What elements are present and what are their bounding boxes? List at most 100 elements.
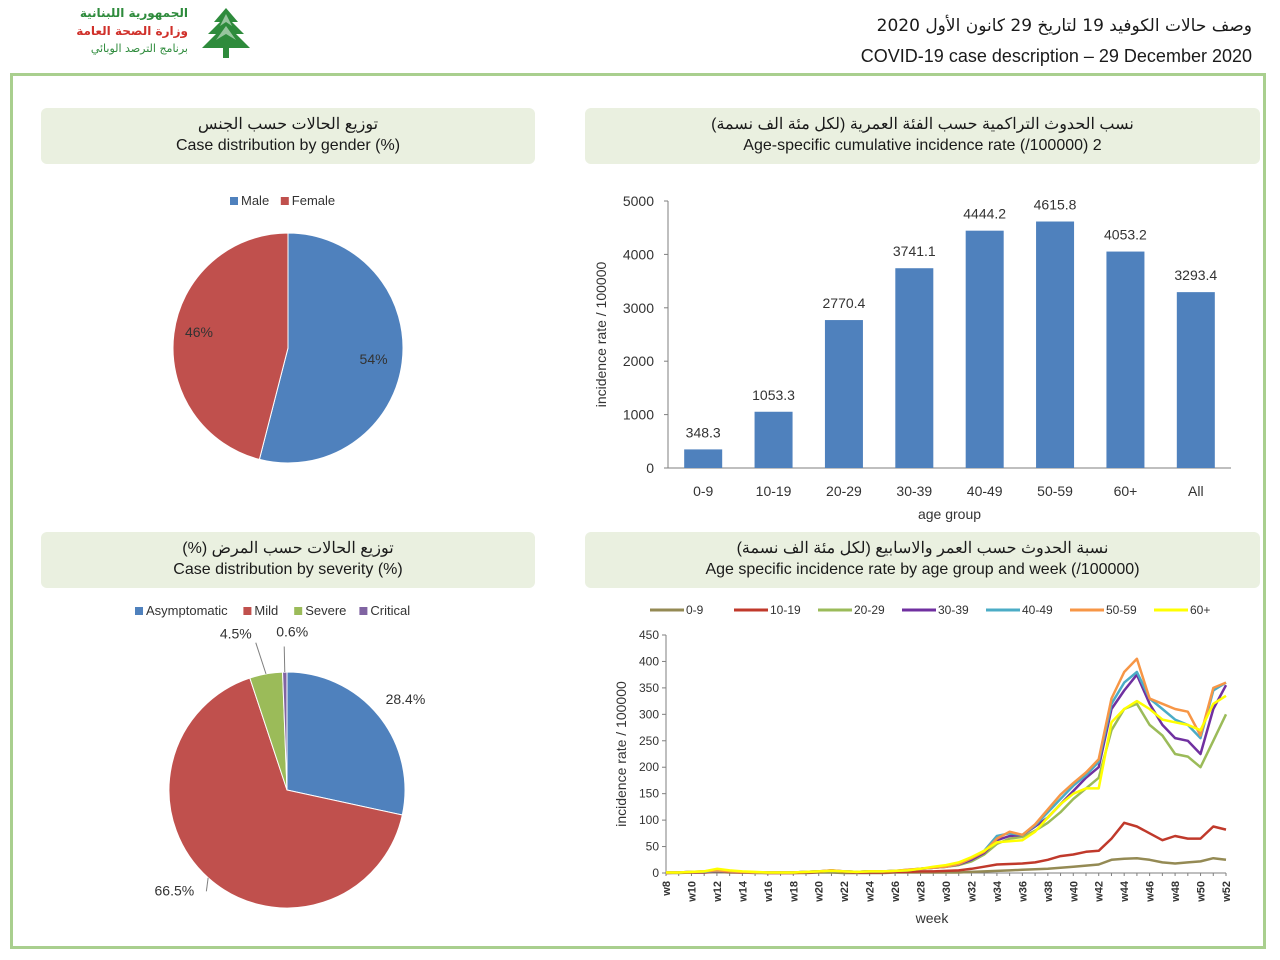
x-axis-title: age group <box>918 506 981 522</box>
y-tick-label: 0 <box>646 460 654 476</box>
y-tick-label: 50 <box>646 840 660 854</box>
x-tick-label: 30-39 <box>896 483 932 499</box>
x-tick-label: w50 <box>1196 881 1208 903</box>
pie-slice-mild <box>168 677 403 909</box>
x-tick-label: w32 <box>966 881 978 903</box>
legend-swatch-mild <box>243 607 252 615</box>
x-axis-title: week <box>915 910 950 926</box>
x-tick-label: w12 <box>712 881 724 903</box>
y-tick-label: 100 <box>639 813 659 827</box>
logo-line-program: برنامج الترصد الوبائي <box>90 42 188 55</box>
legend-label-asymptomatic: Asymptomatic <box>146 603 228 618</box>
y-tick-label: 5000 <box>623 193 654 209</box>
bar-value-label: 4444.2 <box>963 206 1006 222</box>
legend-label-female: Female <box>292 193 335 208</box>
pie-label-female: 46% <box>185 324 213 340</box>
legend-label-10-19: 10-19 <box>770 603 801 617</box>
pie-label-severe: 4.5% <box>220 626 252 642</box>
legend-swatch-critical <box>359 607 368 615</box>
severity-title-arabic: توزيع الحالات حسب المرض (%) <box>182 540 394 557</box>
pie-slice-asymptomatic <box>286 671 406 816</box>
line-plot-area: 0-9 10-19 20-29 30-39 40-49 50-59 60+ 0 50 100 150… <box>613 603 1233 926</box>
legend-swatch-male <box>230 197 238 205</box>
pie-slice-female <box>172 232 289 460</box>
x-tick-label: 50-59 <box>1037 483 1073 499</box>
y-tick-label: 350 <box>639 681 659 695</box>
pie-legend: Asymptomatic Mild Severe Critical <box>135 603 410 618</box>
x-tick-label: w14 <box>737 880 749 903</box>
y-tick-label: 150 <box>639 787 659 801</box>
logo-line-republic: الجمهورية اللبنانية <box>79 6 188 20</box>
pie-legend: Male Female <box>230 193 335 208</box>
x-tick-label: w10 <box>686 881 698 903</box>
x-tick-label: w34 <box>992 880 1004 903</box>
y-axis-title: incidence rate / 100000 <box>613 681 629 827</box>
x-tick-label: w16 <box>763 881 775 903</box>
legend-label-20-29: 20-29 <box>854 603 885 617</box>
y-tick-label: 250 <box>639 734 659 748</box>
series-line-20-29 <box>666 702 1228 874</box>
x-tick-label: w44 <box>1119 880 1131 903</box>
x-tick-label: w20 <box>814 881 826 903</box>
bar-all <box>1176 292 1215 468</box>
age-bar-chart: 0 1000 2000 3000 4000 5000 348.3 0-9 1053.3 10-19… <box>593 193 1231 522</box>
x-tick-label: w38 <box>1043 881 1055 903</box>
x-tick-label: w40 <box>1068 881 1080 903</box>
pie-label-male: 54% <box>360 351 388 367</box>
weekly-title-english: Age specific incidence rate by age group… <box>705 561 1140 578</box>
legend-label-60: 60+ <box>1190 603 1210 617</box>
age-rate-title-english: Age-specific cumulative incidence rate (… <box>743 137 1102 154</box>
y-tick-label: 4000 <box>623 246 654 262</box>
legend-swatch-female <box>280 197 289 205</box>
gender-title-english: Case distribution by gender (%) <box>175 137 401 154</box>
x-tick-label: w46 <box>1145 881 1157 903</box>
x-tick-label: w18 <box>788 881 800 903</box>
series-line-50-59 <box>666 657 1227 874</box>
severity-title-english: Case distribution by severity (%) <box>173 561 403 578</box>
bar-30-39 <box>895 268 934 468</box>
x-tick-label: w52 <box>1221 881 1233 903</box>
x-tick-label: 60+ <box>1114 483 1138 499</box>
bar-value-label: 3741.1 <box>893 243 936 259</box>
x-tick-label: w22 <box>839 881 851 903</box>
gender-pie-chart: Male Female 54% 46% <box>172 193 404 464</box>
x-tick-label: 40-49 <box>967 483 1003 499</box>
pie-leader-critical <box>283 646 286 673</box>
dashboard-frame <box>10 73 1266 949</box>
line-legend: 0-9 10-19 20-29 30-39 40-49 50-59 60+ <box>650 603 1210 617</box>
y-tick-label: 450 <box>639 628 659 642</box>
legend-label-50-59: 50-59 <box>1106 603 1137 617</box>
pie-label-mild: 66.5% <box>155 882 195 898</box>
y-tick-label: 0 <box>652 866 659 880</box>
legend-swatch-severe <box>294 607 303 615</box>
pie-label-critical: 0.6% <box>276 624 308 640</box>
report-title-english: COVID-19 case description – 29 December … <box>860 46 1252 66</box>
pie-leader-mild <box>205 877 209 892</box>
x-tick-label: 0-9 <box>693 483 713 499</box>
severity-panel-title: توزيع الحالات حسب المرض (%) Case distrib… <box>41 532 535 588</box>
y-tick-label: 300 <box>639 707 659 721</box>
bar-0-9 <box>684 449 723 468</box>
y-tick-label: 400 <box>639 654 659 668</box>
pie-leader-severe <box>255 642 267 675</box>
bar-20-29 <box>824 320 863 468</box>
legend-label-mild: Mild <box>254 603 278 618</box>
age-rate-panel-title: نسب الحدوث التراكمية حسب الفئة العمرية (… <box>585 108 1260 164</box>
bar-value-label: 3293.4 <box>1174 267 1217 283</box>
x-tick-label: w42 <box>1094 881 1106 903</box>
bar-value-label: 1053.3 <box>752 387 795 403</box>
y-axis-title: incidence rate / 100000 <box>593 262 609 408</box>
legend-label-40-49: 40-49 <box>1022 603 1053 617</box>
x-tick-label: 20-29 <box>826 483 862 499</box>
legend-label-severe: Severe <box>305 603 346 618</box>
weekly-title-arabic: نسبة الحدوث حسب العمر والاسابيع (لكل مئة… <box>736 540 1109 557</box>
severity-pie-chart: Asymptomatic Mild Severe Critical 28.4% 66.5%… <box>135 603 425 909</box>
legend-label-0-9: 0-9 <box>686 603 704 617</box>
x-tick-label: w28 <box>916 881 928 903</box>
x-tick-label: w8 <box>661 881 673 897</box>
x-tick-label: w26 <box>890 881 902 903</box>
x-tick-label: 10-19 <box>756 483 792 499</box>
bar-value-label: 4053.2 <box>1104 227 1147 243</box>
y-tick-label: 2000 <box>623 353 654 369</box>
cedar-icon <box>202 8 250 58</box>
